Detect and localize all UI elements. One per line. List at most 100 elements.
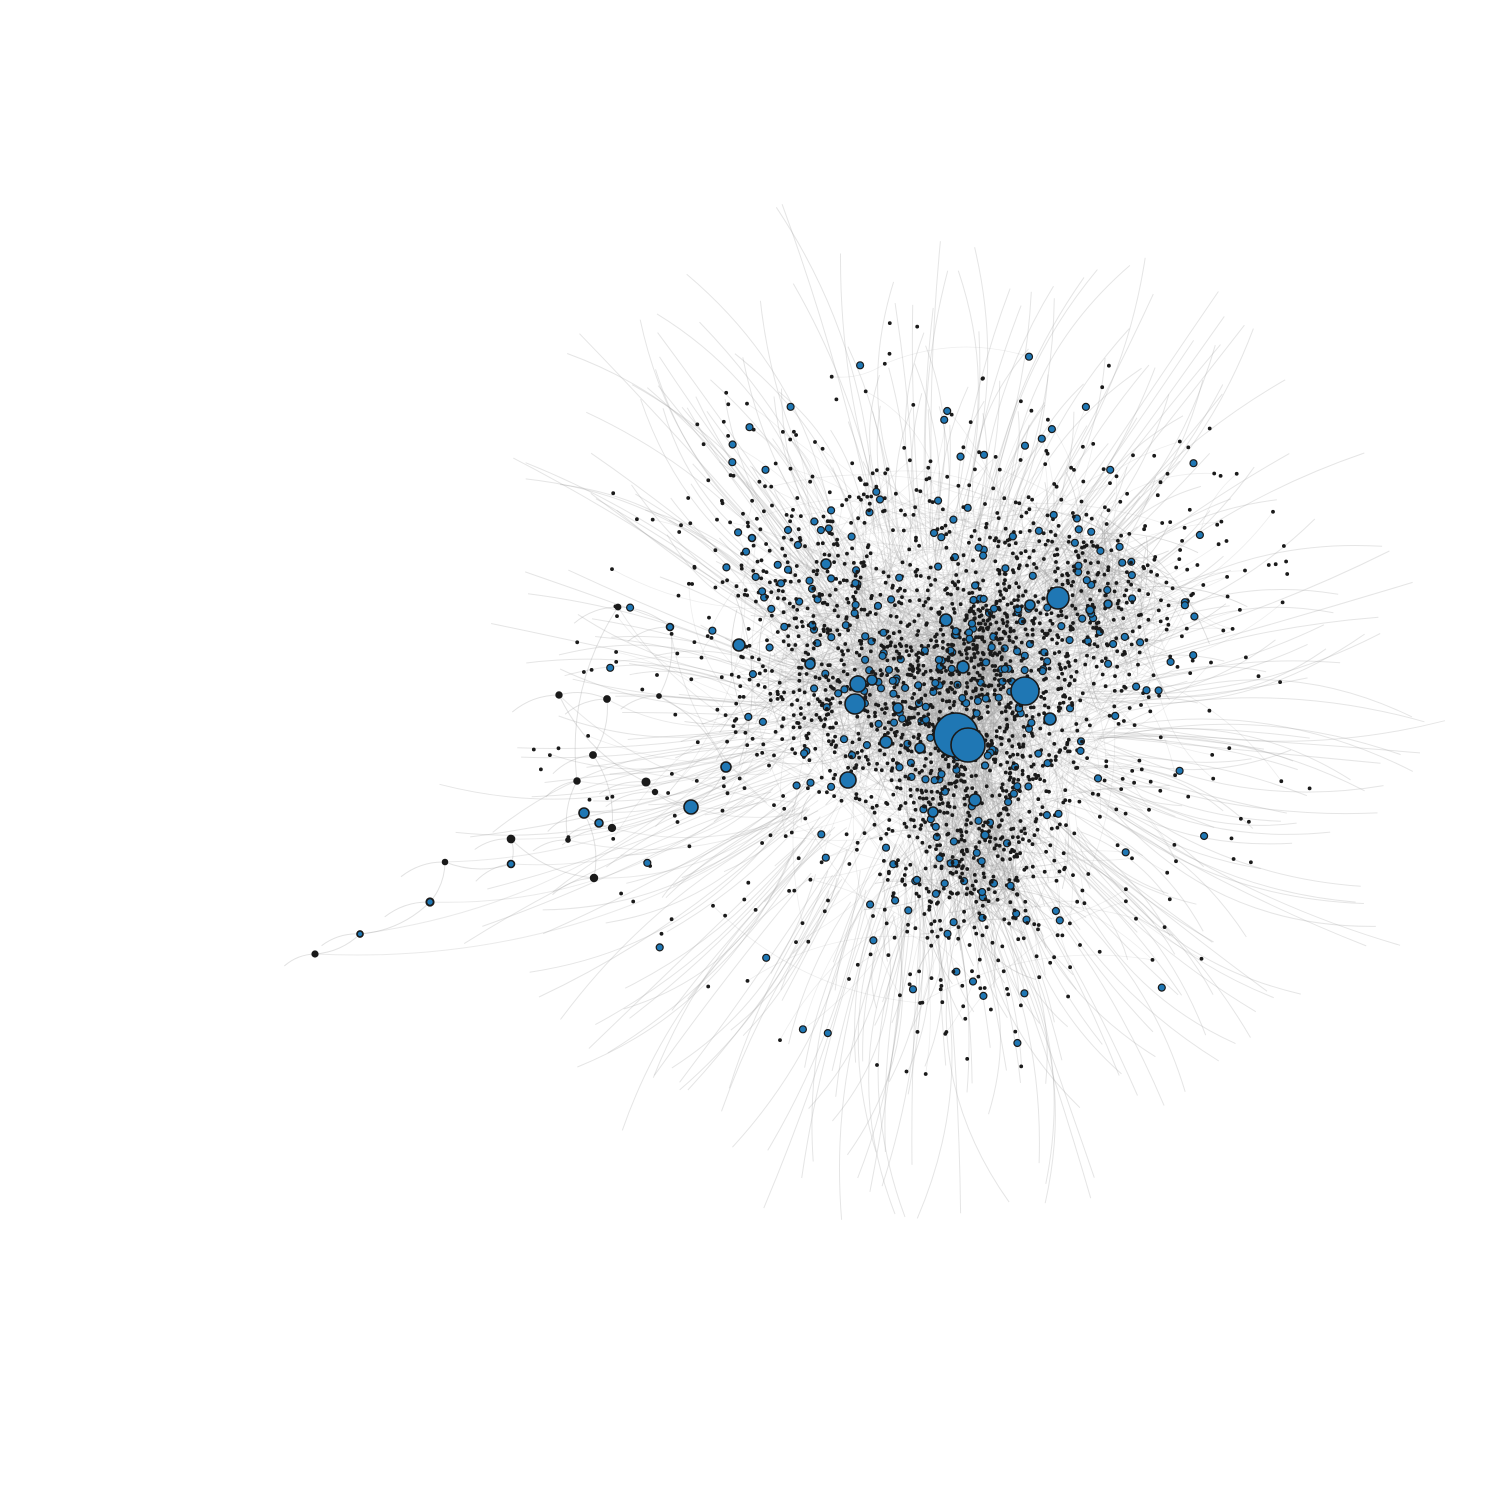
graph-node <box>922 682 927 687</box>
graph-node <box>1005 624 1009 628</box>
graph-node <box>751 569 756 573</box>
graph-node <box>830 696 835 701</box>
graph-edge <box>671 752 892 775</box>
graph-node <box>1191 591 1195 596</box>
graph-node <box>857 639 862 643</box>
graph-node <box>940 787 945 792</box>
graph-node <box>985 608 989 613</box>
graph-node <box>723 713 728 718</box>
graph-node <box>964 569 969 573</box>
graph-node <box>940 879 949 888</box>
graph-node <box>1028 754 1033 759</box>
graph-node <box>1087 642 1092 647</box>
graph-edge <box>865 697 910 718</box>
graph-node <box>1034 954 1039 959</box>
graph-edge <box>791 515 911 648</box>
graph-node <box>928 565 933 570</box>
graph-node <box>900 683 910 693</box>
graph-node <box>863 695 868 699</box>
graph-node <box>1050 621 1055 626</box>
graph-node <box>911 735 916 739</box>
graph-node <box>838 580 842 585</box>
graph-node <box>898 750 902 755</box>
graph-node <box>816 525 826 535</box>
graph-edge <box>775 207 875 534</box>
graph-node <box>927 575 931 580</box>
graph-node <box>974 845 978 850</box>
graph-node <box>916 629 921 633</box>
graph-node <box>1127 570 1137 580</box>
graph-edge <box>773 755 983 807</box>
graph-node <box>1092 642 1097 647</box>
graph-edge <box>954 653 996 694</box>
graph-edge <box>1016 754 1037 820</box>
graph-node <box>1074 549 1078 554</box>
graph-edge <box>881 643 901 710</box>
graph-node <box>857 737 862 742</box>
graph-node <box>885 878 890 882</box>
graph-node <box>835 628 840 633</box>
graph-node <box>847 532 856 541</box>
graph-node <box>1080 545 1084 550</box>
graph-node <box>803 816 808 821</box>
graph-node <box>726 433 731 438</box>
graph-node <box>1011 640 1016 644</box>
graph-node <box>899 644 904 649</box>
graph-node <box>827 633 836 642</box>
graph-node <box>1184 626 1189 631</box>
graph-node <box>938 918 942 923</box>
graph-node <box>967 943 972 947</box>
graph-edge <box>686 273 837 549</box>
graph-node <box>826 506 836 515</box>
graph-node <box>1055 825 1060 830</box>
graph-node <box>994 673 999 677</box>
graph-node <box>1106 508 1111 513</box>
graph-edge <box>671 826 836 1011</box>
graph-node <box>1023 549 1028 554</box>
graph-node <box>964 616 969 620</box>
graph-node <box>1037 621 1042 626</box>
graph-node <box>1021 725 1026 729</box>
graph-node <box>869 649 873 654</box>
graph-node <box>780 622 789 631</box>
graph-node <box>825 790 829 795</box>
graph-node <box>751 543 756 548</box>
graph-node <box>1059 613 1064 618</box>
graph-node <box>1042 810 1052 820</box>
graph-node <box>850 546 855 551</box>
graph-node <box>1009 789 1019 798</box>
graph-edge <box>909 742 1022 832</box>
graph-edge <box>1007 621 1073 633</box>
graph-node <box>1118 558 1127 567</box>
graph-node <box>885 629 890 634</box>
graph-node <box>998 673 1003 678</box>
graph-node <box>878 651 887 661</box>
graph-edge <box>400 861 446 878</box>
graph-node <box>1050 637 1055 642</box>
graph-edge <box>775 583 858 732</box>
graph-node <box>720 580 725 585</box>
graph-node <box>882 496 887 501</box>
graph-edge <box>924 913 942 981</box>
graph-node <box>750 498 755 503</box>
graph-node <box>977 693 982 698</box>
graph-node <box>903 774 908 779</box>
graph-node <box>937 691 942 696</box>
graph-node <box>738 684 743 689</box>
graph-node <box>1072 678 1077 683</box>
graph-node <box>1055 547 1059 552</box>
graph-node <box>812 693 817 697</box>
graph-node <box>972 848 981 857</box>
graph-node <box>1115 649 1120 654</box>
graph-node <box>939 984 944 988</box>
graph-node <box>972 873 977 877</box>
graph-node <box>831 739 836 744</box>
graph-node <box>1129 642 1134 647</box>
graph-node <box>893 644 898 649</box>
graph-edge <box>1077 767 1177 862</box>
graph-node <box>865 900 875 909</box>
graph-node <box>1159 598 1163 603</box>
graph-node <box>964 707 969 712</box>
graph-edge <box>1011 713 1042 815</box>
graph-node <box>996 567 1000 572</box>
